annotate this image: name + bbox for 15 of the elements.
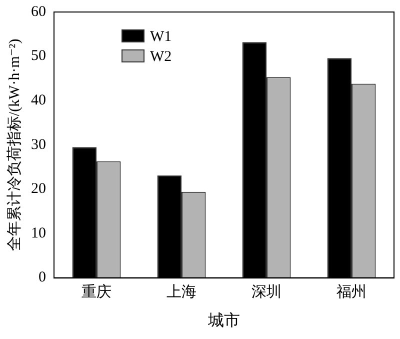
x-tick-label: 上海 [166,284,196,301]
x-axis-title: 城市 [207,312,240,330]
y-tick-label: 60 [31,4,46,20]
y-tick-label: 50 [31,48,46,64]
x-tick-label: 深圳 [252,284,282,301]
y-tick-label: 0 [38,270,46,286]
legend-label: W2 [150,48,172,65]
x-tick-label: 福州 [336,284,366,301]
legend-label: W1 [150,28,172,45]
y-tick-label: 40 [31,92,46,109]
x-tick-label: 重庆 [82,284,112,301]
y-tick-label: 20 [31,181,46,198]
y-axis-title: 全年累计冷负荷指标/(kW·h·m⁻²) [6,38,23,252]
y-tick-label: 30 [31,136,46,153]
y-tick-label: 10 [31,225,46,242]
